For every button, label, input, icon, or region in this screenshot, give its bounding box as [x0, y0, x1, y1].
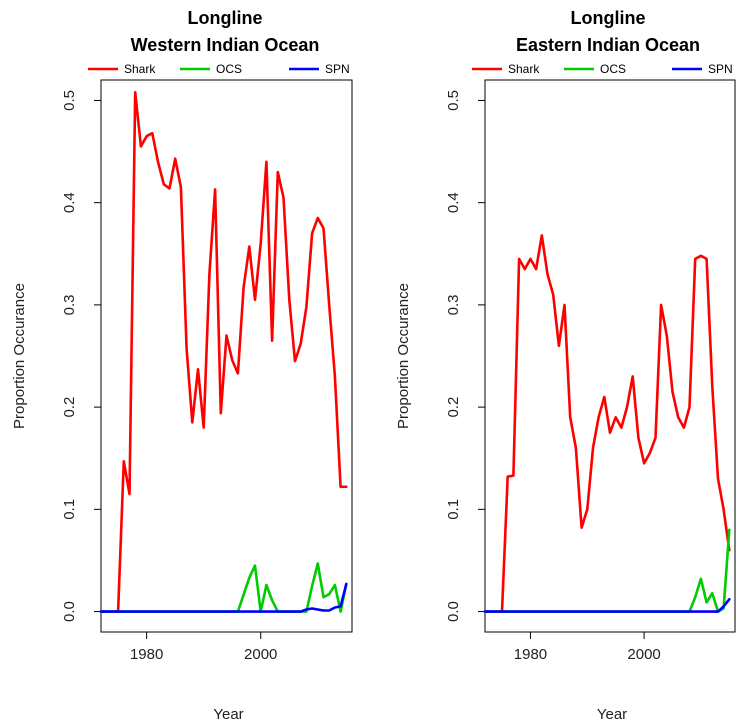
series-line-spn: [483, 597, 731, 613]
y-tick-label: 0.5: [445, 90, 462, 111]
series-line-shark: [99, 91, 348, 613]
y-tick-label: 0.3: [61, 294, 78, 315]
x-tick-label: 2000: [244, 646, 277, 663]
chart-panel-1: Longline Western Indian Ocean 0.0 0.1 0.2 0.3…: [11, 8, 353, 723]
series-line-spn: [99, 582, 348, 613]
legend-label-ocs: OCS: [600, 62, 626, 76]
plot-frame: [100, 79, 353, 633]
y-tick-label: 0.4: [445, 192, 462, 213]
x-tick-label: 2000: [627, 646, 660, 663]
legend-label-ocs: OCS: [216, 62, 242, 76]
y-tick-label: 0.1: [445, 499, 462, 520]
x-axis-label: Year: [597, 706, 627, 723]
y-tick-label: 0.1: [61, 499, 78, 520]
y-tick-label: 0.3: [445, 294, 462, 315]
plot-frame: [484, 79, 736, 633]
y-tick-label: 0.0: [61, 601, 78, 622]
chart-panel-2: Longline Eastern Indian Ocean 0.0 0.1 0.2 0.3…: [395, 8, 736, 723]
series-line-ocs: [483, 528, 731, 613]
legend-label-spn: SPN: [708, 62, 733, 76]
x-axis-label: Year: [213, 706, 243, 723]
series-line-shark: [483, 234, 731, 613]
y-tick-label: 0.2: [61, 397, 78, 418]
y-tick-label: 0.0: [445, 601, 462, 622]
legend-label-shark: Shark: [508, 62, 540, 76]
x-tick-label: 1980: [130, 646, 163, 663]
chart-subtitle: Western Indian Ocean: [131, 35, 320, 55]
y-tick-label: 0.2: [445, 397, 462, 418]
x-tick-label: 1980: [514, 646, 547, 663]
chart-title: Longline: [571, 8, 646, 28]
y-axis-label: Proportion Occurance: [395, 283, 412, 429]
legend-label-shark: Shark: [124, 62, 156, 76]
chart-title: Longline: [188, 8, 263, 28]
y-tick-label: 0.5: [61, 90, 78, 111]
y-axis-label: Proportion Occurance: [11, 283, 28, 429]
series-line-ocs: [99, 562, 348, 613]
legend-label-spn: SPN: [325, 62, 350, 76]
y-tick-label: 0.4: [61, 192, 78, 213]
chart-subtitle: Eastern Indian Ocean: [516, 35, 700, 55]
